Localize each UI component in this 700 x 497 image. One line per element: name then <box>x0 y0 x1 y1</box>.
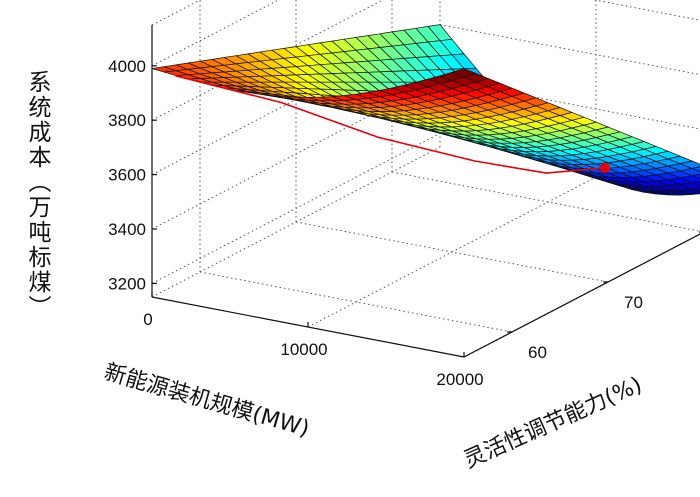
surface-mesh <box>151 24 700 196</box>
surface-cell <box>691 173 700 180</box>
grid-line <box>592 0 700 21</box>
tick-labels: 3200340036003800400001000020000607080 <box>108 57 643 389</box>
grid-line <box>199 271 513 333</box>
optimal-path-line <box>175 74 606 174</box>
grid-line <box>295 221 609 283</box>
y-tick-label: 70 <box>624 293 643 312</box>
optimal-point-marker <box>600 162 611 173</box>
x-tick-label: 20000 <box>436 370 483 389</box>
z-tick-label: 3600 <box>108 166 146 185</box>
y-axis-line <box>463 233 700 358</box>
axes <box>151 25 700 358</box>
z-tick-label: 4000 <box>108 57 146 76</box>
grid-line <box>151 0 202 26</box>
z-tick-label: 3200 <box>108 274 146 293</box>
x-tick-label: 10000 <box>280 340 327 359</box>
grid-line <box>463 233 700 358</box>
y-tick-label: 60 <box>528 343 547 362</box>
x-tick-label: 0 <box>143 310 152 329</box>
grid-line <box>151 0 280 67</box>
surface-cell <box>691 166 700 172</box>
z-axis-title: 系统成本（万吨标煤） <box>24 70 50 320</box>
x-axis-title: 新能源装机规模(MW) <box>101 360 312 442</box>
z-tick-label: 3800 <box>108 111 146 130</box>
z-tick-label: 3400 <box>108 220 146 239</box>
surface-cell <box>451 68 477 78</box>
y-axis-title: 灵活性调节能力(%) <box>460 373 646 474</box>
grid-line <box>391 171 700 232</box>
grid-line <box>463 233 700 358</box>
optimal-path <box>175 74 611 174</box>
